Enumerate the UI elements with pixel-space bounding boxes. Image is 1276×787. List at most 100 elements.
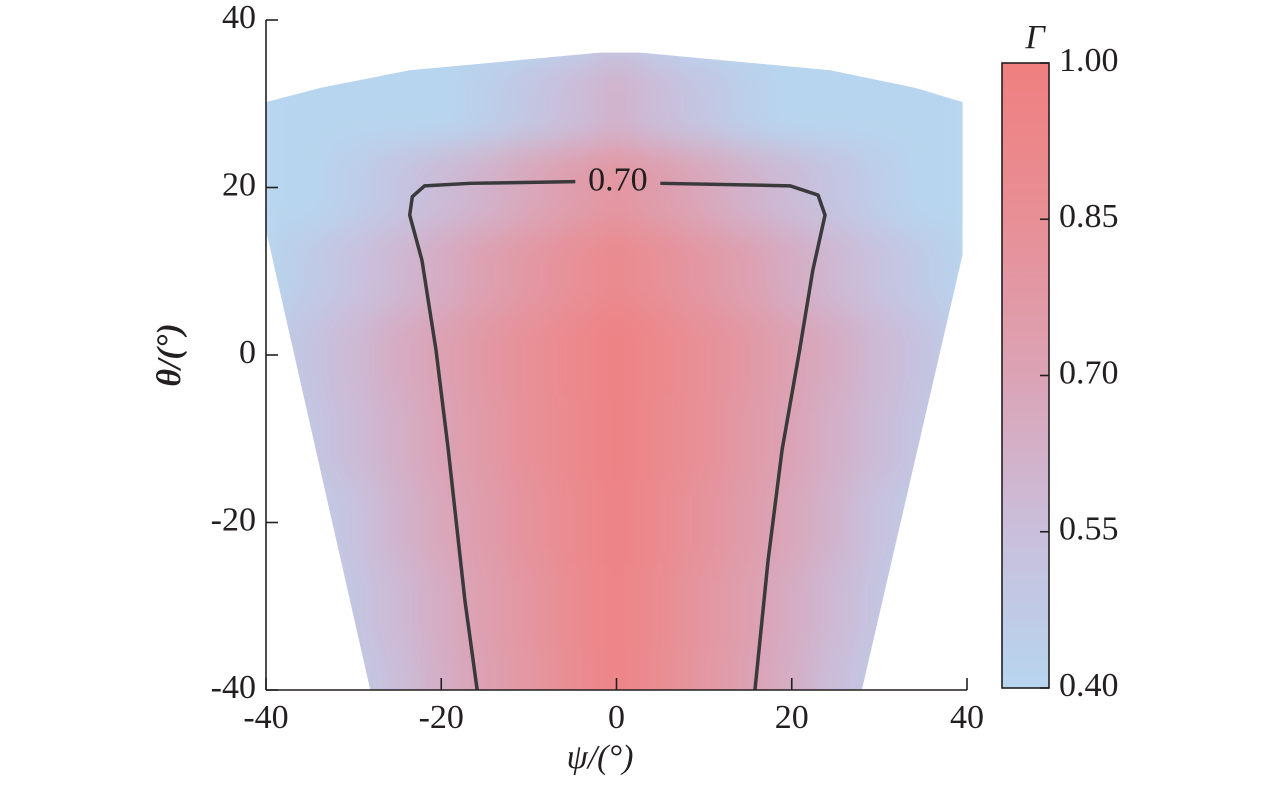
x-tick-label: 40 bbox=[950, 699, 984, 736]
heatmap-cell bbox=[375, 396, 420, 482]
heatmap-cell bbox=[287, 145, 333, 230]
y-axis-label: θ/(°) bbox=[151, 323, 188, 386]
heatmap-cell bbox=[594, 61, 639, 147]
heatmap-cell bbox=[813, 229, 858, 314]
heatmap bbox=[266, 52, 963, 691]
heatmap-cell bbox=[726, 480, 771, 565]
y-tick-label: 0 bbox=[239, 334, 256, 371]
heatmap-cell bbox=[901, 61, 946, 147]
heatmap-cell bbox=[638, 564, 683, 649]
heatmap-cell bbox=[550, 61, 596, 147]
heatmap-cell bbox=[331, 564, 377, 649]
heatmap-cell bbox=[287, 52, 333, 63]
x-tick-label: 20 bbox=[775, 699, 809, 736]
heatmap-cell bbox=[901, 480, 946, 565]
heatmap-cell bbox=[331, 52, 377, 63]
heatmap-cell bbox=[857, 229, 902, 314]
heatmap-cell bbox=[419, 61, 464, 147]
heatmap-cell bbox=[901, 564, 946, 649]
heatmap-cell bbox=[463, 61, 508, 147]
x-tick-label: 0 bbox=[608, 699, 625, 736]
heatmap-cell bbox=[945, 313, 963, 398]
heatmap-cell bbox=[375, 564, 420, 649]
y-tick-label: -40 bbox=[211, 669, 256, 706]
heatmap-cell bbox=[506, 61, 552, 147]
heatmap-cell bbox=[638, 648, 683, 691]
heatmap-cell bbox=[331, 396, 377, 482]
heatmap-cell bbox=[287, 229, 333, 314]
heatmap-cell bbox=[331, 61, 377, 147]
heatmap-cell bbox=[419, 229, 464, 314]
heatmap-cell bbox=[594, 229, 639, 314]
contour-line bbox=[407, 179, 827, 691]
heatmap-cell bbox=[813, 52, 858, 63]
heatmap-cell bbox=[769, 61, 815, 147]
heatmap-cell bbox=[726, 396, 771, 482]
heatmap-cell bbox=[682, 648, 727, 691]
heatmap-cell bbox=[638, 145, 683, 230]
heatmap-cell bbox=[857, 564, 902, 649]
heatmap-cell bbox=[901, 52, 946, 63]
heatmap-cell bbox=[945, 145, 963, 230]
heatmap-cell bbox=[506, 480, 552, 565]
heatmap-cell bbox=[419, 52, 464, 63]
heatmap-cell bbox=[287, 396, 333, 482]
heatmap-cell bbox=[506, 229, 552, 314]
heatmap-cell bbox=[287, 480, 333, 565]
heatmap-cell bbox=[682, 145, 727, 230]
heatmap-cell bbox=[682, 229, 727, 314]
heatmap-cell bbox=[594, 396, 639, 482]
heatmap-cell bbox=[726, 145, 771, 230]
heatmap-cell bbox=[945, 229, 963, 314]
heatmap-cell bbox=[901, 229, 946, 314]
heatmap-cell bbox=[813, 648, 858, 691]
heatmap-cell bbox=[375, 313, 420, 398]
heatmap-cell bbox=[463, 313, 508, 398]
heatmap-cell bbox=[463, 648, 508, 691]
heatmap-cell bbox=[726, 229, 771, 314]
heatmap-cell bbox=[331, 229, 377, 314]
heatmap-cell bbox=[594, 564, 639, 649]
contour-label: 0.70 bbox=[588, 161, 648, 198]
heatmap-cell bbox=[506, 564, 552, 649]
heatmap-cell bbox=[331, 313, 377, 398]
colorbar-tick-label: 0.55 bbox=[1059, 511, 1119, 548]
heatmap-cell bbox=[375, 229, 420, 314]
heatmap-cell bbox=[594, 52, 639, 63]
colorbar-tick-label: 1.00 bbox=[1059, 42, 1119, 79]
heatmap-cell bbox=[857, 145, 902, 230]
x-tick-label: -40 bbox=[243, 699, 288, 736]
heatmap-cell bbox=[901, 145, 946, 230]
heatmap-cell bbox=[682, 313, 727, 398]
heatmap-cell bbox=[419, 396, 464, 482]
y-tick-label: -20 bbox=[211, 501, 256, 538]
heatmap-cell bbox=[945, 52, 963, 63]
heatmap-cell bbox=[550, 145, 596, 230]
heatmap-cell bbox=[857, 52, 902, 63]
heatmap-cell bbox=[375, 648, 420, 691]
heatmap-cell bbox=[682, 564, 727, 649]
heatmap-cell bbox=[813, 396, 858, 482]
heatmap-cell bbox=[682, 480, 727, 565]
heatmap-cell bbox=[463, 480, 508, 565]
heatmap-cell bbox=[550, 480, 596, 565]
heatmap-cell bbox=[726, 648, 771, 691]
heatmap-cell bbox=[375, 480, 420, 565]
heatmap-cell bbox=[945, 564, 963, 649]
heatmap-cell bbox=[945, 480, 963, 565]
heatmap-cell bbox=[550, 229, 596, 314]
heatmap-cell bbox=[550, 313, 596, 398]
heatmap-cell bbox=[638, 396, 683, 482]
heatmap-cell bbox=[375, 52, 420, 63]
heatmap-cell bbox=[550, 648, 596, 691]
heatmap-cell bbox=[682, 52, 727, 63]
heatmap-cell bbox=[463, 229, 508, 314]
heatmap-cell bbox=[331, 145, 377, 230]
heatmap-cell bbox=[682, 396, 727, 482]
heatmap-cell bbox=[506, 648, 552, 691]
heatmap-cell bbox=[463, 52, 508, 63]
heatmap-cell bbox=[638, 61, 683, 147]
heatmap-cell bbox=[769, 52, 815, 63]
heatmap-cell bbox=[638, 52, 683, 63]
heatmap-cell bbox=[594, 145, 639, 230]
